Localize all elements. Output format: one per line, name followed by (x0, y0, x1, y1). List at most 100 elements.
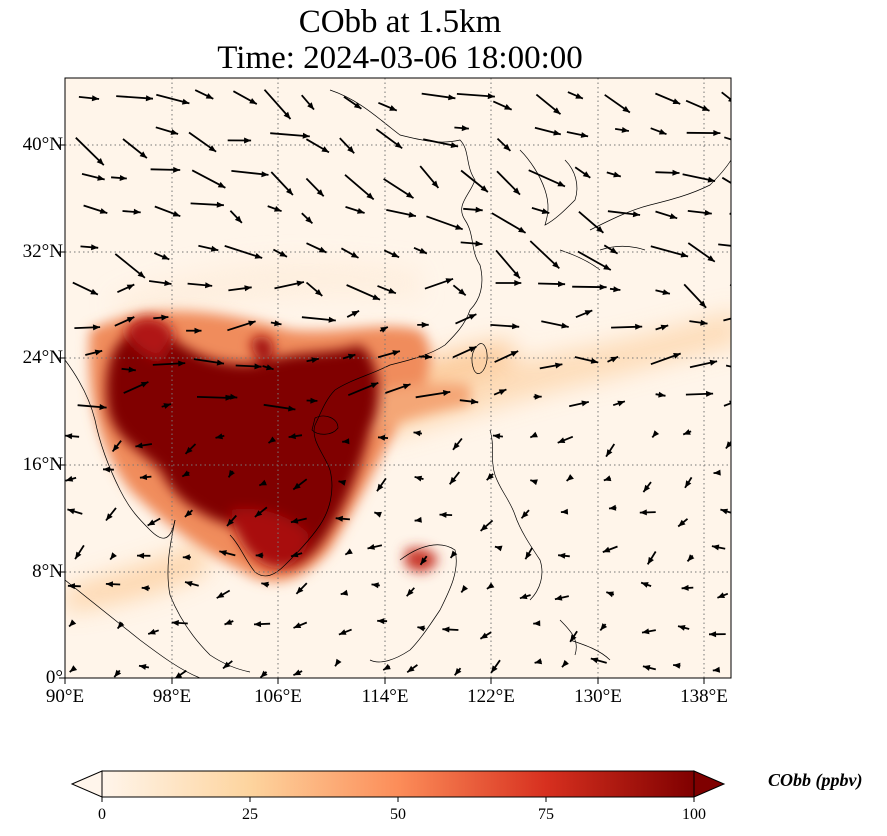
colorbar-label-75: 75 (538, 806, 554, 823)
wind-arrow-head (610, 247, 618, 254)
wind-arrow-head (291, 551, 299, 558)
wind-arrow-head (69, 665, 78, 672)
wind-arrow-head (632, 211, 641, 218)
sumatra (65, 579, 201, 678)
wind-arrow-head (557, 180, 565, 187)
wind-arrow-head (406, 588, 414, 597)
wind-arrow-head (603, 264, 611, 270)
wind-arrow-head (391, 251, 400, 258)
borneo-spot (405, 548, 438, 572)
colorbar (70, 770, 726, 802)
wind-arrow-head (581, 400, 589, 407)
colorbar-label-25: 25 (242, 806, 258, 823)
chart-subtitle: Time: 2024-03-06 18:00:00 (217, 40, 583, 76)
wind-arrow-shaft (721, 176, 731, 184)
wind-arrow-head (641, 582, 649, 588)
wind-arrow-head (561, 322, 569, 329)
wind-arrow-head (660, 324, 669, 331)
wind-arrow-head (521, 511, 529, 519)
wind-arrow-head (161, 314, 169, 321)
wind-arrow-head (126, 317, 135, 323)
wind-arrow-head (249, 98, 257, 105)
wind-arrow-head (486, 582, 495, 589)
wind-arrow-head (492, 433, 501, 440)
wind-arrow-head (178, 360, 186, 367)
wind-arrow-head (340, 589, 349, 596)
wind-arrow-head (65, 433, 73, 440)
wind-arrow-head (533, 620, 541, 627)
lon-label-106: 106°E (254, 686, 302, 707)
wind-arrow-head (720, 508, 728, 515)
wind-arrow-shaft (723, 317, 731, 322)
wind-arrow-head (69, 619, 77, 627)
wind-arrow-head (687, 554, 695, 562)
wind-arrow-head (622, 106, 630, 113)
wind-arrow-head (621, 127, 629, 133)
wind-arrow-head (712, 666, 721, 673)
wind-arrow-head (259, 479, 267, 486)
wind-arrow-head (170, 129, 179, 135)
wind-arrow-head (678, 625, 686, 631)
wind-arrow-head (389, 105, 397, 111)
wind-arrow-head (392, 350, 400, 356)
wind-arrow-head (173, 166, 181, 173)
wind-arrow-head (417, 625, 425, 632)
wind-arrow-head (175, 672, 183, 678)
wind-arrow-head (65, 475, 74, 482)
hainan (311, 415, 339, 435)
wind-arrow-head (164, 280, 172, 286)
wind-arrow-head (610, 356, 619, 363)
wind-arrow-head (711, 544, 720, 551)
wind-arrow-head (480, 632, 488, 639)
wind-arrow-head (406, 191, 414, 199)
wind-arrow-head (600, 623, 608, 631)
concentration-field (65, 260, 731, 612)
wind-arrow-head (367, 544, 375, 550)
tick-marks (59, 144, 705, 684)
colorbar-label-0: 0 (98, 806, 106, 823)
wind-arrow-head (475, 240, 483, 247)
wind-arrow-head (208, 145, 217, 152)
myanmar-coast (65, 359, 176, 539)
wind-arrow-head (420, 557, 427, 565)
wind-arrow-head (75, 551, 82, 560)
wind-arrow-head (335, 658, 342, 667)
wind-arrow-head (683, 429, 691, 435)
lon-label-90: 90°E (45, 686, 85, 707)
wind-arrow-head (642, 628, 650, 635)
wind-arrow-head (135, 442, 143, 449)
core-hotspot (106, 327, 379, 569)
wind-arrow-head (338, 629, 347, 635)
wind-vectors (65, 89, 761, 678)
wind-arrow-head (244, 285, 252, 292)
wind-arrow-head (518, 226, 526, 233)
wind-arrow-head (185, 581, 193, 587)
malay-peninsula (167, 519, 251, 673)
japan (559, 159, 731, 271)
plume-west-south (65, 540, 210, 612)
wind-arrow-head (617, 400, 625, 407)
wind-arrow-head (254, 253, 263, 259)
wind-arrow-head (445, 278, 454, 284)
wind-arrow-head (753, 144, 761, 150)
colorbar-label-100: 100 (682, 806, 706, 823)
wind-arrow-head (525, 551, 532, 560)
wind-arrow-shaft (721, 91, 731, 101)
colorbar-extend-low (70, 770, 103, 798)
wind-arrow-head (137, 552, 145, 559)
colorbar-extend-high (693, 770, 726, 798)
wind-arrow-head (161, 253, 170, 260)
wind-arrow-head (290, 517, 299, 524)
wind-arrow-head (728, 97, 731, 102)
lon-label-98: 98°E (152, 686, 192, 707)
wind-arrow-head (67, 583, 75, 590)
borneo (369, 544, 457, 663)
wind-arrow-head (707, 176, 716, 183)
wind-arrow-head (570, 634, 577, 642)
wind-arrow-head (99, 208, 108, 214)
wind-arrow-head (215, 433, 223, 440)
wind-arrow-head (172, 210, 181, 217)
wind-arrow-head (475, 206, 483, 213)
wind-arrow-head (388, 287, 396, 294)
colorbar-label-50: 50 (390, 806, 406, 823)
